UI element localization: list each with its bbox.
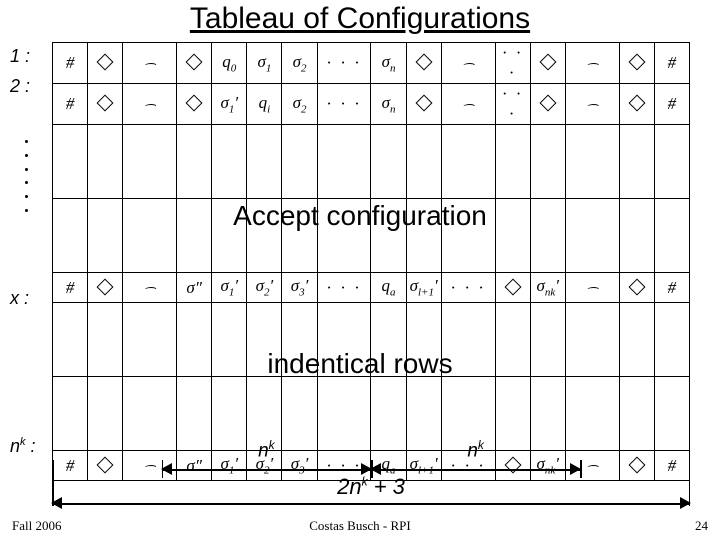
annotation-accept: Accept configuration [0,200,720,232]
table-cell: · · · [495,43,530,84]
table-cell: σn [371,43,406,84]
table-cell: σ3′ [282,273,317,303]
table-cell [406,125,441,199]
table-cell [654,377,689,451]
table-cell: # [53,273,88,303]
table-cell: # [654,43,689,84]
table-cell: # [654,273,689,303]
table-cell [530,125,565,199]
table-cell [565,125,619,199]
table-cell: · · · [441,273,495,303]
row-label-x: x : [10,288,29,309]
table-cell: q0 [212,43,247,84]
table-cell [177,43,212,84]
table-row: #⌢q0σ1σ2· · ·σn⌢· · ·⌢# [53,43,690,84]
table-cell [406,377,441,451]
table-cell: · · · [495,84,530,125]
table-cell: # [53,43,88,84]
table-cell [212,377,247,451]
footer-center: Costas Busch - RPI [309,518,410,534]
table-cell: ⌢ [123,84,177,125]
table-cell [495,273,530,303]
table-cell: qi [247,84,282,125]
table-cell [654,125,689,199]
table-cell: # [654,84,689,125]
table-cell: σ1 [247,43,282,84]
table-cell [619,43,654,84]
table-cell [619,273,654,303]
table-cell [53,377,88,451]
table-cell [88,84,123,125]
table-cell [88,377,123,451]
table-cell [619,125,654,199]
table-cell [317,377,371,451]
page-title: Tableau of Configurations [190,2,530,36]
table-cell [177,125,212,199]
table-cell [619,377,654,451]
table-cell [565,377,619,451]
table-row: #⌢σ1′qiσ2· · ·σn⌢· · ·⌢# [53,84,690,125]
slide-page: Tableau of Configurations 1 : 2 : x : nk… [0,0,720,540]
table-row [53,377,690,451]
table-cell: ⌢ [441,43,495,84]
table-cell [317,125,371,199]
table-cell [177,84,212,125]
table-cell: σn [371,84,406,125]
table-cell [88,125,123,199]
table-cell: σ2 [282,43,317,84]
footer-right: 24 [695,518,708,534]
table-cell [530,43,565,84]
table-cell [406,43,441,84]
row-label-2: 2 : [10,76,30,97]
table-cell: σ1′ [212,84,247,125]
table-cell: ⌢ [441,84,495,125]
table-cell [53,125,88,199]
table-cell: ⌢ [565,84,619,125]
footer-left: Fall 2006 [12,518,61,534]
table-cell [619,84,654,125]
table-cell [123,125,177,199]
table-cell [212,125,247,199]
table-cell: · · · [317,84,371,125]
table-cell: σnk′ [530,273,565,303]
table-cell [371,125,406,199]
table-row [53,125,690,199]
table-cell: ⌢ [565,43,619,84]
table-cell: # [53,84,88,125]
table-cell [88,273,123,303]
table-cell [282,377,317,451]
dim-label-total: 2nk + 3 [337,474,405,500]
table-cell [406,84,441,125]
table-row: #⌢σ″σ1′σ2′σ3′· · ·qaσl+1′· · ·σnk′⌢# [53,273,690,303]
table-cell [123,377,177,451]
table-cell: ⌢ [123,273,177,303]
table-cell: ⌢ [565,273,619,303]
table-cell [88,43,123,84]
table-cell [495,125,530,199]
table-cell: · · · [317,43,371,84]
table-cell [282,125,317,199]
table-cell: ⌢ [123,43,177,84]
table-cell [371,377,406,451]
table-cell [495,377,530,451]
table-cell: · · · [317,273,371,303]
table-cell [530,377,565,451]
dim-label-nk-left: nk [258,438,275,462]
row-label-nk: nk : [10,436,36,457]
table-cell: σ″ [177,273,212,303]
table-cell [441,125,495,199]
annotation-identical: indentical rows [0,348,720,380]
table-cell [177,377,212,451]
row-label-1: 1 : [10,46,30,67]
table-cell: σ2′ [247,273,282,303]
table-cell: σ1′ [212,273,247,303]
table-cell: qa [371,273,406,303]
table-cell [530,84,565,125]
configuration-tableau: #⌢q0σ1σ2· · ·σn⌢· · ·⌢##⌢σ1′qiσ2· · ·σn⌢… [52,42,690,481]
table-cell: σ2 [282,84,317,125]
table-cell [247,125,282,199]
dim-label-nk-right: nk [467,438,484,462]
table-cell: σl+1′ [406,273,441,303]
